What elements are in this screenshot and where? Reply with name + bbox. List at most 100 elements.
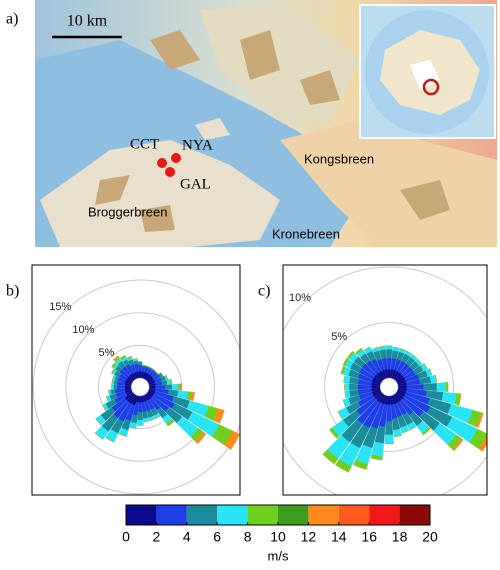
island xyxy=(195,118,230,140)
colorbar-tick-label: 6 xyxy=(213,529,221,545)
land xyxy=(280,120,497,247)
sector xyxy=(106,396,109,402)
sector xyxy=(108,389,110,396)
location-ring xyxy=(422,78,440,96)
sector xyxy=(143,420,150,423)
panel-label: a) xyxy=(6,11,18,28)
colorbar-cell xyxy=(308,505,339,525)
ring-label: 5% xyxy=(331,331,347,343)
sector xyxy=(329,429,337,439)
colorbar-cell xyxy=(399,505,430,525)
mountains xyxy=(95,30,450,232)
ice xyxy=(410,60,440,90)
colorbar-cell xyxy=(247,505,278,525)
sector xyxy=(417,358,422,364)
sector xyxy=(322,454,335,465)
sector xyxy=(102,404,107,411)
colorbar-tick-label: 12 xyxy=(301,529,317,545)
ring-label: 5% xyxy=(99,347,115,359)
map: 10 km CCT NYA GAL Kongsbreen Broggerbree… xyxy=(35,0,497,247)
panel-label: c) xyxy=(258,283,270,300)
colorbar-cell xyxy=(217,505,248,525)
ring-label: 10% xyxy=(72,324,94,336)
sector xyxy=(111,379,113,385)
scale-label: 10 km xyxy=(67,13,108,30)
site-marker xyxy=(157,158,167,168)
windrose: 5% 10%15% xyxy=(32,279,240,495)
colorbar-tick-label: 4 xyxy=(183,529,191,545)
grid-ring xyxy=(32,279,240,495)
sector xyxy=(386,357,392,370)
sector xyxy=(112,355,119,361)
colorbar-tick-label: 14 xyxy=(331,529,347,545)
sector xyxy=(136,419,144,426)
sector xyxy=(353,464,367,470)
sector xyxy=(137,412,143,421)
colorbar-cell xyxy=(278,505,309,525)
sector xyxy=(423,383,438,391)
sector xyxy=(171,383,179,391)
sector xyxy=(475,412,484,428)
glacier-label: Kronebreen xyxy=(272,226,340,241)
sector xyxy=(343,375,346,383)
sector xyxy=(137,402,143,413)
colorbar-tick-label: 18 xyxy=(392,529,408,545)
sector xyxy=(165,384,173,390)
sector xyxy=(116,384,125,390)
sector xyxy=(344,391,347,399)
site-label: GAL xyxy=(180,176,211,192)
calm-circle xyxy=(379,377,399,397)
sector xyxy=(105,437,114,443)
sector xyxy=(423,428,431,436)
site-marker xyxy=(171,153,181,163)
sector xyxy=(348,383,359,391)
colorbar-tick-label: 2 xyxy=(153,529,161,545)
colorbar-tick-label: 8 xyxy=(244,529,252,545)
sector xyxy=(195,431,207,444)
calm-circle xyxy=(130,377,150,397)
glacier-label: Kongsbreen xyxy=(304,151,374,166)
ring-label: 10% xyxy=(289,292,311,304)
sector xyxy=(429,368,433,376)
sector xyxy=(111,368,115,374)
colorbar-tick-label: 10 xyxy=(270,529,286,545)
sector xyxy=(167,421,175,427)
peninsula xyxy=(40,140,280,247)
windrose: 5% 10% xyxy=(283,266,487,495)
sector xyxy=(94,432,103,440)
sector xyxy=(111,362,116,367)
sector xyxy=(436,382,446,392)
grid-ring xyxy=(283,266,487,495)
sector xyxy=(385,421,394,436)
sector xyxy=(137,361,143,366)
sector xyxy=(138,364,143,372)
panel-label: b) xyxy=(6,283,19,300)
sector xyxy=(384,434,394,444)
colorbar-tick-label: 0 xyxy=(122,529,130,545)
sector xyxy=(126,356,132,359)
sector xyxy=(189,391,195,401)
ring-label: 15% xyxy=(49,301,71,313)
panel-frame xyxy=(31,264,241,496)
sector xyxy=(155,384,166,390)
sector xyxy=(149,418,155,422)
site-marker xyxy=(165,167,175,177)
sector xyxy=(342,357,348,366)
colorbar-cell xyxy=(126,505,157,525)
sector xyxy=(166,375,168,380)
colorbar-cell xyxy=(338,505,370,525)
sector xyxy=(385,345,393,350)
sector xyxy=(478,434,487,452)
sector xyxy=(342,399,346,407)
sector xyxy=(401,430,410,434)
colorbar-tick-label: 20 xyxy=(422,529,438,545)
colorbar-cell xyxy=(156,505,187,525)
sector xyxy=(412,354,418,359)
colorbar-cell xyxy=(369,505,400,525)
sector xyxy=(355,347,362,354)
sector xyxy=(409,426,417,431)
grid-ring xyxy=(324,322,455,452)
grid-ring xyxy=(65,312,215,462)
sector xyxy=(445,382,449,392)
